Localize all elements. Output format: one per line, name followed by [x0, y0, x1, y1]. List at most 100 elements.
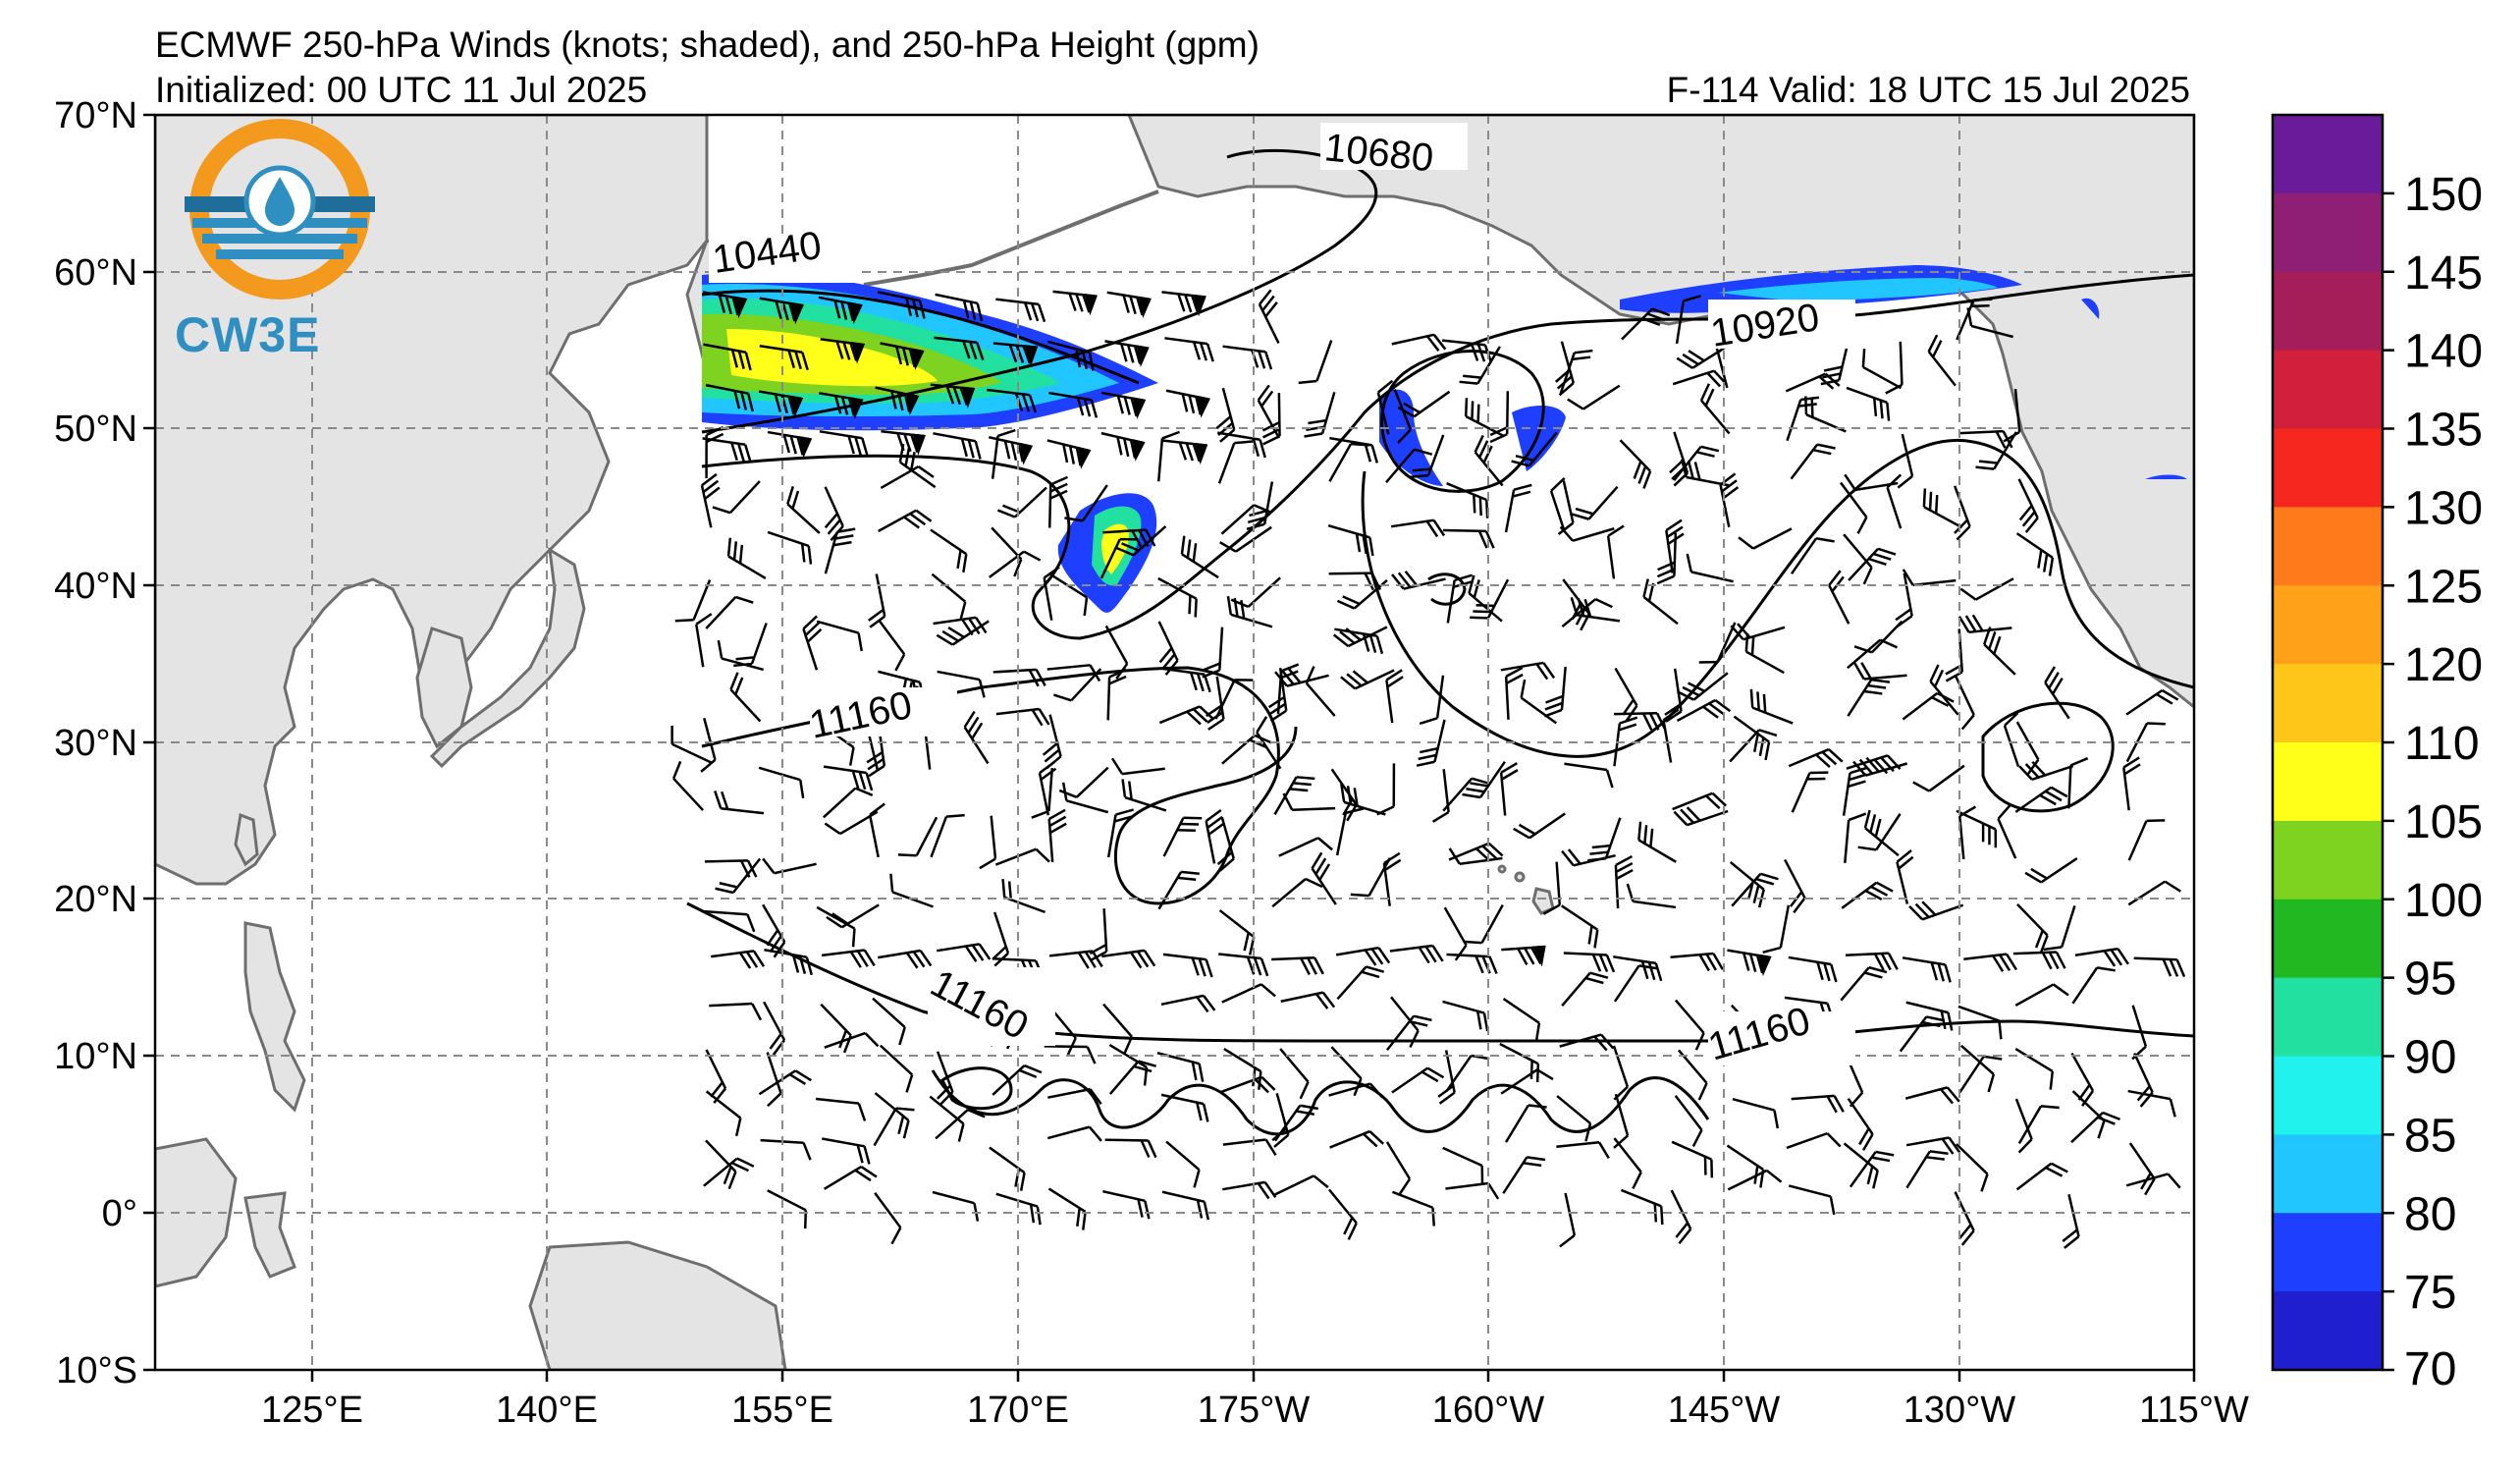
wind-barb [1904, 1086, 1960, 1105]
contour-low-gulf [1380, 350, 1545, 493]
wind-barb [1559, 349, 1593, 395]
wind-barb [897, 816, 938, 857]
wind-barb [815, 1097, 867, 1121]
wind-barb [872, 997, 906, 1046]
lat-label: 60°N [54, 252, 137, 294]
wind-barb [1160, 1093, 1209, 1122]
wind-barb [1305, 666, 1336, 717]
colorbar-label: 130 [2404, 482, 2483, 534]
wind-barb [1100, 391, 1147, 420]
hawaii-island-small [1497, 864, 1507, 874]
wind-barb [875, 386, 920, 415]
wind-barb [1332, 626, 1388, 648]
wind-barb [934, 336, 985, 360]
wind-barb [1043, 566, 1060, 621]
wind-barb [2012, 951, 2066, 970]
wind-barb [767, 430, 813, 459]
wind-barb [1048, 950, 1103, 969]
wind-barb [1857, 813, 1902, 851]
colorbar-block [2273, 350, 2383, 429]
wind-barb [1058, 766, 1109, 798]
colorbar-block [2273, 664, 2383, 743]
wind-barb [1637, 821, 1677, 863]
wind-barb [1389, 944, 1444, 964]
lon-label: 145°W [1668, 1390, 1781, 1431]
colorbar-labels: 150 145 140 135 130 125 120 110 105 100 95 90 85 80 75… [2383, 169, 2483, 1395]
colorbar-block [2273, 1213, 2383, 1292]
wind-barb [705, 1139, 737, 1190]
wind-barb [1104, 1138, 1157, 1159]
wind-barb [1047, 1087, 1102, 1106]
cw3e-logo: CW3E [175, 119, 375, 362]
wind-barb [1121, 779, 1167, 812]
colorbar-label: 75 [2404, 1267, 2456, 1319]
new-guinea-island [528, 1240, 787, 1370]
wind-barb [1852, 756, 1908, 777]
wind-barb [1110, 757, 1165, 776]
wind-barb [1271, 955, 1324, 975]
wind-barb [1788, 747, 1844, 769]
wind-barb [1390, 996, 1420, 1049]
wind-barb [2003, 388, 2021, 443]
wind-barb [1222, 1138, 1277, 1157]
wind-barb [992, 342, 1039, 367]
wind-barb [2017, 478, 2039, 533]
wind-barb [1556, 1141, 1610, 1160]
wind-barb [1106, 668, 1127, 721]
wind-barb [963, 710, 990, 765]
wind-barb [1749, 688, 1794, 725]
lon-label: 125°E [261, 1390, 363, 1431]
wind-barb [1047, 475, 1068, 528]
jet-streak-canada [2081, 298, 2100, 319]
wind-barb [2071, 966, 2116, 1005]
wind-barb [2014, 1098, 2033, 1154]
wind-barb [1391, 333, 1447, 352]
wind-barb [1061, 782, 1109, 814]
wind-barb [1840, 965, 1888, 1002]
lon-label: 115°W [2139, 1390, 2249, 1431]
wind-barb [1983, 627, 2016, 676]
wind-barb [1217, 431, 1266, 459]
wind-barb [1044, 1045, 1097, 1064]
wind-barb [1161, 667, 1211, 693]
wind-barb [2125, 1173, 2181, 1189]
wind-barb [1785, 372, 1841, 393]
wind-barb [1162, 439, 1208, 465]
wind-barb [1863, 809, 1900, 857]
wind-barb [1162, 816, 1203, 857]
wind-barb [705, 1090, 742, 1137]
wind-barb [877, 619, 906, 672]
wind-barb [1443, 906, 1468, 961]
contour-itcz-low [940, 1066, 1013, 1111]
wind-barb [991, 526, 1023, 577]
wind-barb [1966, 307, 2013, 339]
wind-barb [1960, 1044, 1996, 1093]
lat-label: 40°N [54, 566, 137, 607]
wind-barb [995, 1192, 1042, 1226]
wind-barb [786, 485, 821, 534]
jet-streak-west-110 [726, 329, 938, 387]
wind-barb [1328, 442, 1369, 482]
lat-label: 30°N [54, 723, 137, 764]
colorbar-label: 125 [2404, 561, 2483, 613]
korea-peninsula [415, 627, 473, 749]
wind-barb [1102, 1189, 1151, 1220]
wind-barb [1841, 881, 1894, 909]
wind-barb [877, 291, 926, 319]
wind-barb [1222, 1180, 1277, 1200]
wind-barb [709, 1002, 763, 1021]
wind-barb [935, 293, 984, 322]
wind-barb [1278, 837, 1333, 857]
wind-barb [1385, 448, 1433, 483]
wind-barb [1571, 485, 1619, 520]
wind-barb [1504, 666, 1524, 720]
wind-barb [1462, 760, 1506, 799]
wind-barb [1786, 1131, 1842, 1150]
wind-barb [1853, 662, 1907, 681]
wind-barb [992, 1064, 1043, 1096]
wind-barb [1927, 334, 1957, 387]
wind-barb [995, 707, 1050, 727]
wind-barb [1340, 669, 1395, 690]
wind-barb [1557, 480, 1575, 536]
wind-barb [762, 903, 786, 958]
